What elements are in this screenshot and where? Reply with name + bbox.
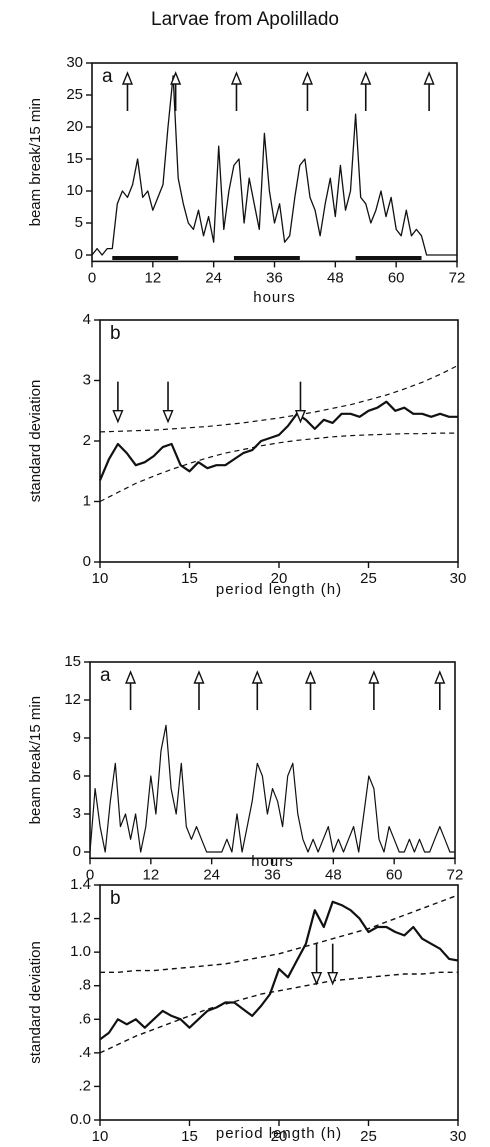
y-axis-label: beam break/15 min <box>27 98 44 226</box>
y-tick-label: 0 <box>83 553 91 570</box>
confidence-line <box>99 364 459 433</box>
x-tick-label: 10 <box>92 1128 109 1142</box>
arrow-head <box>251 670 263 684</box>
y-tick-label: 15 <box>64 653 81 670</box>
panel-label: a <box>100 665 111 686</box>
confidence-line <box>100 894 459 973</box>
y-tick-label: 3 <box>73 805 81 822</box>
plot-frame <box>99 884 459 1121</box>
y-tick-label: 4 <box>83 311 91 328</box>
confidence-line <box>99 432 458 503</box>
x-tick-label: 36 <box>266 269 283 286</box>
y-tick-label: 1.4 <box>70 876 91 893</box>
x-tick-label: 25 <box>360 1128 377 1142</box>
x-tick-label: 60 <box>386 866 403 883</box>
y-tick-label: .2 <box>78 1077 91 1094</box>
x-tick-label: 48 <box>327 269 344 286</box>
x-tick-label: 36 <box>264 866 281 883</box>
y-tick-label: .8 <box>78 977 91 994</box>
y-tick-label: 9 <box>73 729 81 746</box>
y-tick-label: 1.0 <box>70 943 91 960</box>
data-line <box>89 724 455 853</box>
y-tick-label: 3 <box>83 371 91 388</box>
y-tick-label: 5 <box>75 214 83 231</box>
arrow-head <box>423 71 435 85</box>
y-tick-label: 6 <box>73 767 81 784</box>
x-axis-label: hours <box>253 289 296 306</box>
y-tick-label: 1 <box>83 492 91 509</box>
y-tick-label: 10 <box>66 182 83 199</box>
y-tick-label: 0.0 <box>70 1111 91 1128</box>
x-tick-label: 20 <box>271 1128 288 1142</box>
arrow-head <box>121 71 134 85</box>
x-tick-label: 48 <box>325 866 342 883</box>
y-tick-label: 25 <box>66 86 83 103</box>
x-tick-label: 0 <box>88 269 96 286</box>
panel-label: b <box>110 323 121 344</box>
x-tick-label: 72 <box>447 866 464 883</box>
y-tick-label: 2 <box>83 432 91 449</box>
dark-phase-bar <box>233 256 300 260</box>
x-tick-label: 0 <box>86 866 94 883</box>
arrow-head <box>125 670 137 684</box>
y-axis-label: beam break/15 min <box>27 696 44 824</box>
arrow-head <box>434 670 446 684</box>
x-tick-label: 10 <box>92 570 109 587</box>
y-tick-label: 0 <box>73 843 81 860</box>
arrow-head <box>230 71 243 85</box>
arrow-head <box>294 409 307 424</box>
y-tick-label: 20 <box>66 118 83 135</box>
x-tick-label: 12 <box>144 269 161 286</box>
y-tick-label: .4 <box>78 1044 91 1061</box>
arrow-head <box>170 71 182 85</box>
arrow-head <box>112 409 124 424</box>
arrow-head <box>311 972 323 986</box>
x-tick-label: 15 <box>181 1128 198 1142</box>
x-tick-label: 25 <box>360 570 377 587</box>
y-tick-label: 15 <box>66 150 83 167</box>
panel-label: b <box>110 888 121 909</box>
x-tick-label: 72 <box>449 269 466 286</box>
x-axis-label: period length (h) <box>216 1125 342 1142</box>
y-tick-label: .6 <box>78 1010 91 1027</box>
panel-label: a <box>102 66 113 87</box>
y-tick-label: 0 <box>75 246 83 263</box>
arrow-head <box>193 670 205 684</box>
x-tick-label: 15 <box>181 570 198 587</box>
data-line <box>99 900 459 1041</box>
y-axis-label: standard deviation <box>27 941 44 1064</box>
y-tick-label: 1.2 <box>70 910 91 927</box>
arrow-head <box>327 972 339 986</box>
y-axis-label: standard deviation <box>27 380 44 503</box>
arrow-head <box>162 409 174 424</box>
confidence-line <box>99 971 458 1054</box>
x-tick-label: 20 <box>271 570 288 587</box>
data-line <box>91 75 457 256</box>
arrow-head <box>368 670 380 684</box>
x-tick-label: 60 <box>388 269 405 286</box>
x-tick-label: 12 <box>142 866 159 883</box>
y-tick-label: 12 <box>64 691 81 708</box>
x-tick-label: 24 <box>205 269 222 286</box>
x-axis-label: hours <box>251 853 294 870</box>
arrow-head <box>360 71 372 85</box>
x-axis-label: period length (h) <box>216 581 342 598</box>
dark-phase-bar <box>112 256 179 260</box>
plot-frame <box>99 319 459 563</box>
figure-title: Larvae from Apolillado <box>151 9 339 30</box>
x-tick-label: 30 <box>450 570 467 587</box>
data-line <box>98 400 458 481</box>
arrow-head <box>301 71 313 85</box>
y-tick-label: 30 <box>66 54 83 71</box>
arrow-head <box>304 670 317 684</box>
dark-phase-bar <box>355 256 422 260</box>
x-tick-label: 24 <box>203 866 220 883</box>
x-tick-label: 30 <box>450 1128 467 1142</box>
